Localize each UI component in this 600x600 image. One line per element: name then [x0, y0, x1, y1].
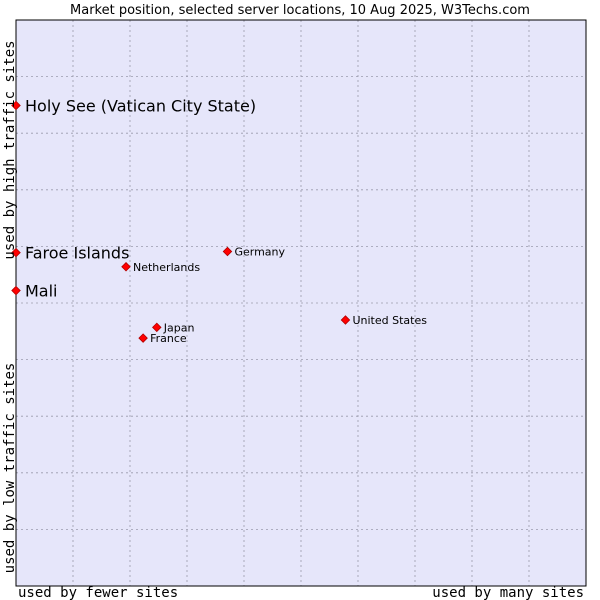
chart-title: Market position, selected server locatio… [70, 3, 530, 18]
point-marker-japan [152, 322, 162, 333]
point-label-united-states: United States [352, 314, 427, 327]
y-axis-label-high-traffic: used by high traffic sites [2, 40, 18, 259]
grid-lines [16, 20, 586, 586]
point-marker-faroe-islands [11, 247, 21, 258]
x-axis-label-fewer-sites: used by fewer sites [18, 585, 178, 600]
point-label-holy-see-vatican-city-state: Holy See (Vatican City State) [25, 96, 256, 115]
point-label-france: France [150, 332, 187, 345]
point-label-germany: Germany [234, 245, 285, 258]
data-points: Holy See (Vatican City State) Faroe Islan… [11, 96, 427, 345]
point-label-faroe-islands: Faroe Islands [25, 244, 129, 263]
point-marker-netherlands [121, 262, 131, 272]
x-axis-label-many-sites: used by many sites [432, 585, 584, 600]
point-marker-mali [11, 285, 21, 296]
point-label-netherlands: Netherlands [133, 261, 200, 274]
point-label-mali: Mali [25, 282, 58, 301]
point-marker-france [138, 333, 148, 343]
point-label-japan: Japan [163, 321, 195, 334]
point-marker-holy-see-vatican-city-state [11, 100, 21, 111]
point-marker-germany [222, 246, 233, 257]
y-axis-label-low-traffic: used by low traffic sites [2, 363, 18, 574]
point-marker-united-states [340, 315, 351, 325]
plot-frame [15, 19, 587, 587]
